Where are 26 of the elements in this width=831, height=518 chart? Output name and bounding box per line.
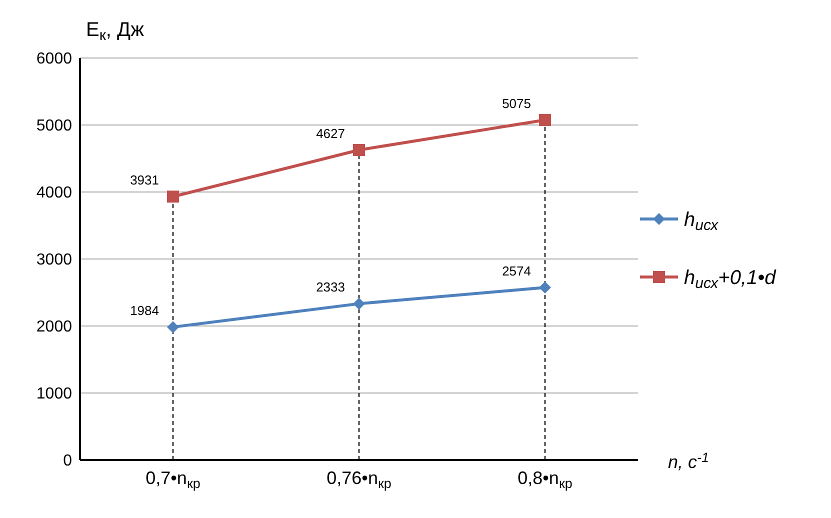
data-label: 2333 [316,280,345,295]
point [167,190,179,203]
data-label: 1984 [130,303,159,318]
y-tick-label: 3000 [36,252,72,269]
point [353,298,365,310]
y-tick-label: 2000 [36,318,72,336]
x-axis-title: n, c$^{-1}$ [668,450,710,472]
data-label: 3931 [130,172,159,188]
y-tick-label: 6000 [36,50,72,68]
data-label: 5075 [502,96,531,111]
y-tick-label: 1000 [36,386,72,403]
point [353,144,365,156]
y-tick-label: 5000 [36,118,72,135]
x-tick-label: 0,7•n$_{кр}$ [146,468,200,490]
x-tick-label: 0,76•n$_{кр}$ [326,468,392,490]
y-tick-label: 0 [63,452,72,470]
data-label: 2574 [502,264,531,279]
data-label: 4627 [316,126,345,141]
y-axis-title: E$_{к}$, Дж [86,19,145,44]
point [539,282,551,294]
point [539,114,551,126]
legend-label: h$_{исх}$ [684,208,719,234]
y-tick-label: 4000 [36,184,72,202]
point [167,321,179,334]
legend-label: h$_{исх}$+0,1•d [684,266,777,292]
x-tick-label: 0,8•n$_{кр}$ [518,468,572,490]
